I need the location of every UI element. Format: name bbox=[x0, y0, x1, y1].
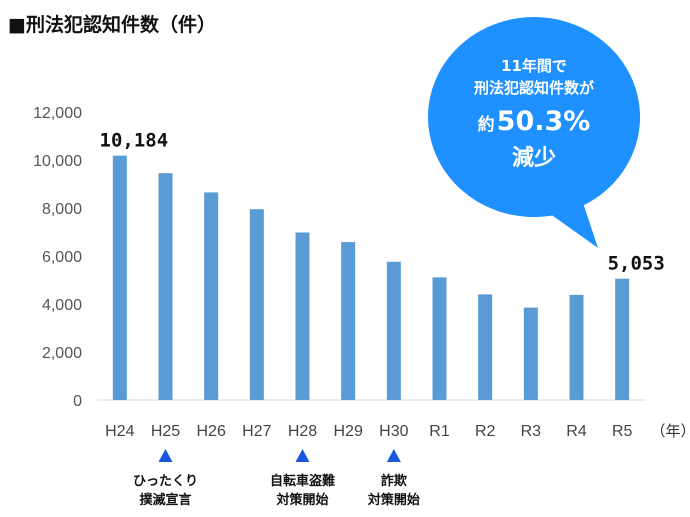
x-tick-label: H28 bbox=[288, 423, 317, 440]
bar-R1 bbox=[432, 277, 447, 400]
x-tick-label: R1 bbox=[429, 423, 450, 440]
x-tick-label: H30 bbox=[379, 423, 408, 440]
bubble-percent-prefix: 約 bbox=[478, 114, 495, 135]
bar-H28 bbox=[295, 232, 310, 400]
axis-layer: 0 2,000 4,000 6,000 8,000 10,000 12,000 H24 H25 H… bbox=[33, 105, 690, 440]
bar-H30 bbox=[386, 261, 401, 400]
bubble-percent-line: 約50.3% bbox=[478, 106, 591, 137]
x-tick-label: H24 bbox=[105, 423, 134, 440]
bubble-last-line: 減少 bbox=[512, 146, 556, 171]
bar-layer bbox=[112, 155, 630, 400]
label-layer: 10,184 5,053 bbox=[100, 130, 665, 275]
bar-H29 bbox=[341, 242, 356, 400]
triangle-marker-icon bbox=[386, 449, 401, 462]
y-tick-label: 10,000 bbox=[33, 153, 82, 170]
y-tick-label: 6,000 bbox=[42, 249, 82, 266]
x-unit-label: （年） bbox=[650, 422, 690, 440]
bar-H26 bbox=[204, 192, 219, 400]
x-tick-label: R3 bbox=[521, 423, 542, 440]
bubble-percent-value: 50.3% bbox=[497, 106, 591, 137]
bar-H25 bbox=[158, 173, 173, 400]
annotation-text: 対策開始 bbox=[275, 492, 328, 508]
x-tick-label: R5 bbox=[612, 423, 633, 440]
x-tick-label: H26 bbox=[196, 423, 225, 440]
triangle-marker-icon bbox=[158, 449, 173, 462]
x-tick-label: R4 bbox=[566, 423, 587, 440]
bar-R5 bbox=[615, 278, 630, 400]
chart-title: ■刑法犯認知件数（件） bbox=[8, 14, 216, 36]
bar-H27 bbox=[249, 209, 264, 400]
data-label-R5: 5,053 bbox=[608, 253, 665, 275]
x-tick-label: H25 bbox=[151, 423, 180, 440]
y-tick-label: 2,000 bbox=[42, 345, 82, 362]
bubble-line-1: 11年間で bbox=[501, 57, 567, 75]
bar-R3 bbox=[523, 307, 538, 400]
annotation-text: 自転車盗難 bbox=[270, 473, 335, 489]
speech-bubble-shape bbox=[428, 17, 641, 249]
y-tick-label: 4,000 bbox=[42, 297, 82, 314]
y-tick-label: 8,000 bbox=[42, 201, 82, 218]
y-tick-label: 12,000 bbox=[33, 105, 82, 122]
y-tick-label: 0 bbox=[73, 393, 82, 410]
triangle-marker-icon bbox=[295, 449, 310, 462]
bar-R2 bbox=[478, 294, 493, 400]
annotation-text: ひったくり bbox=[133, 474, 198, 489]
annotation-text: 詐欺 bbox=[381, 473, 407, 489]
x-tick-label: H29 bbox=[333, 423, 362, 440]
annotation-text: 対策開始 bbox=[367, 492, 420, 508]
bar-R4 bbox=[569, 294, 584, 400]
x-tick-label: R2 bbox=[475, 423, 496, 440]
data-label-H24: 10,184 bbox=[100, 130, 169, 152]
speech-bubble: 11年間で 刑法犯認知件数が 約50.3% 減少 bbox=[428, 17, 641, 249]
annotation-text: 撲滅宣言 bbox=[139, 492, 191, 508]
bubble-line-2: 刑法犯認知件数が bbox=[474, 79, 595, 97]
x-tick-label: H27 bbox=[242, 423, 271, 440]
bar-H24 bbox=[112, 155, 127, 400]
